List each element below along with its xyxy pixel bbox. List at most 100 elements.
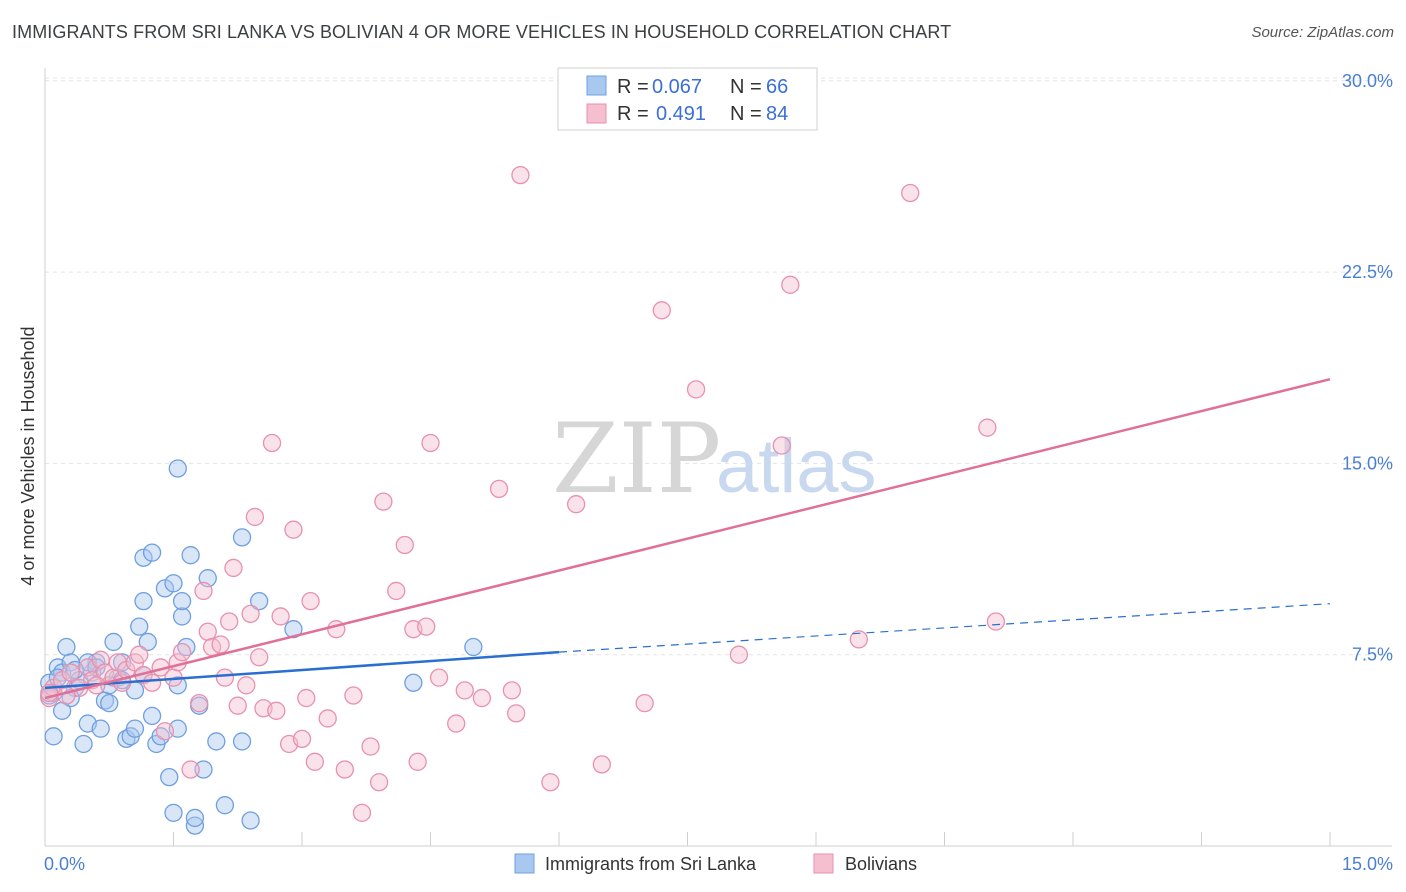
sri-lanka-point-48 bbox=[52, 701, 72, 720]
sri-lanka-point-24 bbox=[142, 706, 162, 726]
legend-series: Immigrants from Sri Lanka Bolivians bbox=[514, 853, 917, 874]
bolivians-point-43 bbox=[297, 688, 316, 708]
sri-lanka-point-42 bbox=[134, 548, 153, 567]
bolivians-point-37 bbox=[262, 433, 282, 453]
sri-lanka-point-14 bbox=[100, 694, 119, 713]
sri-lanka-point-43 bbox=[164, 574, 183, 593]
legend-bottom-swatch-bolivians[interactable] bbox=[813, 853, 834, 874]
bolivians-point-44 bbox=[301, 591, 320, 611]
legend-r-value-0: 0.067 bbox=[652, 76, 702, 98]
bolivians-point-23 bbox=[190, 694, 209, 713]
bolivians-point-28 bbox=[215, 668, 235, 687]
bolivians-point-22 bbox=[181, 760, 200, 779]
bolivians-point-57 bbox=[408, 752, 427, 771]
bolivians-point-71 bbox=[635, 694, 654, 713]
sri-lanka-point-65 bbox=[168, 459, 187, 478]
sri-lanka-point-12 bbox=[91, 719, 110, 738]
bolivians-point-39 bbox=[271, 607, 290, 626]
sri-lanka-point-33 bbox=[181, 546, 200, 565]
sri-lanka-point-31 bbox=[172, 607, 192, 626]
bolivians-point-64 bbox=[489, 479, 509, 499]
bolivians-point-49 bbox=[344, 686, 363, 705]
bolivians-point-30 bbox=[224, 558, 243, 578]
sri-lanka-point-21 bbox=[130, 617, 149, 636]
sri-lanka-point-49 bbox=[44, 727, 63, 746]
bolivians-point-25 bbox=[198, 622, 217, 641]
bolivians-point-62 bbox=[455, 681, 474, 700]
legend-swatch-bolivians bbox=[586, 103, 607, 124]
bolivians-point-59 bbox=[421, 433, 440, 453]
bolivians-point-61 bbox=[447, 714, 466, 733]
trend-line-sri-lanka-extension bbox=[558, 603, 1331, 653]
bolivians-point-16 bbox=[142, 673, 162, 692]
sri-lanka-point-8 bbox=[74, 734, 93, 754]
bolivians-point-66 bbox=[507, 704, 526, 723]
bolivians-point-42 bbox=[292, 729, 312, 749]
bolivians-point-27 bbox=[211, 635, 230, 654]
bolivians-point-35 bbox=[250, 648, 269, 667]
bolivians-point-58 bbox=[417, 617, 436, 636]
sri-lanka-point-27 bbox=[155, 579, 175, 598]
sri-lanka-point-22 bbox=[134, 591, 153, 611]
sri-lanka-point-36 bbox=[194, 760, 213, 779]
bolivians-point-74 bbox=[729, 645, 749, 664]
legend-bottom-swatch-sri-lanka[interactable] bbox=[514, 853, 535, 874]
bolivians-point-29 bbox=[220, 612, 239, 631]
bolivians-point-38 bbox=[267, 701, 286, 720]
bolivians-point-70 bbox=[592, 755, 611, 774]
bolivians-point-73 bbox=[686, 380, 706, 399]
bolivians-point-3 bbox=[61, 663, 80, 682]
y-tick-label-2: 22.5% bbox=[1342, 262, 1393, 282]
bolivians-point-63 bbox=[472, 688, 492, 708]
legend-n-value-1: 84 bbox=[766, 103, 788, 125]
legend-n-label-1: N = bbox=[730, 103, 762, 125]
bolivians-point-45 bbox=[305, 752, 325, 771]
legend-n-value-0: 66 bbox=[766, 76, 788, 98]
bolivians-point-54 bbox=[387, 581, 406, 601]
legend-stats: R = 0.067 N = 66 R = 0.491 N = 84 bbox=[557, 67, 818, 131]
sri-lanka-point-38 bbox=[207, 732, 226, 751]
y-tick-label-3: 30.0% bbox=[1342, 71, 1393, 91]
bolivians-point-75 bbox=[772, 436, 791, 455]
sri-lanka-point-56 bbox=[172, 591, 192, 611]
bolivians-point-78 bbox=[901, 183, 920, 203]
bolivians-point-18 bbox=[155, 722, 175, 741]
legend-swatch-sri-lanka bbox=[586, 75, 607, 96]
bolivians-point-53 bbox=[374, 492, 393, 511]
bolivians-point-32 bbox=[237, 676, 256, 695]
bolivians-point-41 bbox=[284, 520, 303, 539]
y-axis-label: 4 or more Vehicles in Household bbox=[18, 326, 38, 585]
sri-lanka-point-58 bbox=[250, 591, 269, 611]
bolivians-point-33 bbox=[241, 604, 260, 624]
legend-r-label-0: R = bbox=[617, 76, 649, 98]
sri-lanka-point-63 bbox=[185, 808, 205, 828]
bolivians-point-14 bbox=[130, 645, 149, 664]
y-tick-labels: 7.5% 15.0% 22.5% 30.0% bbox=[1342, 71, 1393, 665]
bolivians-point-51 bbox=[361, 737, 380, 756]
grid-lines bbox=[45, 77, 1392, 656]
bolivians-point-21 bbox=[172, 642, 192, 662]
sri-lanka-point-60 bbox=[404, 673, 423, 692]
legend-r-value-1: 0.491 bbox=[656, 103, 706, 125]
sri-lanka-point-61 bbox=[464, 637, 483, 657]
bolivians-point-52 bbox=[369, 773, 389, 792]
bolivians-point-65 bbox=[502, 681, 522, 700]
sri-lanka-point-34 bbox=[185, 816, 205, 835]
legend-bottom-label-sri-lanka[interactable]: Immigrants from Sri Lanka bbox=[545, 854, 757, 874]
legend-bottom-label-bolivians[interactable]: Bolivians bbox=[845, 854, 917, 874]
bolivians-point-24 bbox=[194, 581, 213, 601]
chart-title: IMMIGRANTS FROM SRI LANKA VS BOLIVIAN 4 … bbox=[12, 22, 952, 42]
bolivians-point-68 bbox=[541, 773, 560, 792]
sri-lanka-point-15 bbox=[104, 632, 123, 652]
x-tick-label-max: 15.0% bbox=[1342, 854, 1393, 874]
bolivians-point-76 bbox=[781, 275, 800, 294]
bolivians-point-60 bbox=[429, 668, 449, 687]
sri-lanka-point-23 bbox=[138, 632, 157, 652]
sri-lanka-point-54 bbox=[125, 719, 145, 738]
bolivians-point-50 bbox=[352, 803, 372, 822]
bolivians-point-8 bbox=[95, 663, 115, 682]
bolivians-point-31 bbox=[228, 696, 247, 715]
legend-n-label-0: N = bbox=[730, 76, 762, 98]
x-tick-labels: 0.0% 15.0% bbox=[44, 854, 1393, 874]
